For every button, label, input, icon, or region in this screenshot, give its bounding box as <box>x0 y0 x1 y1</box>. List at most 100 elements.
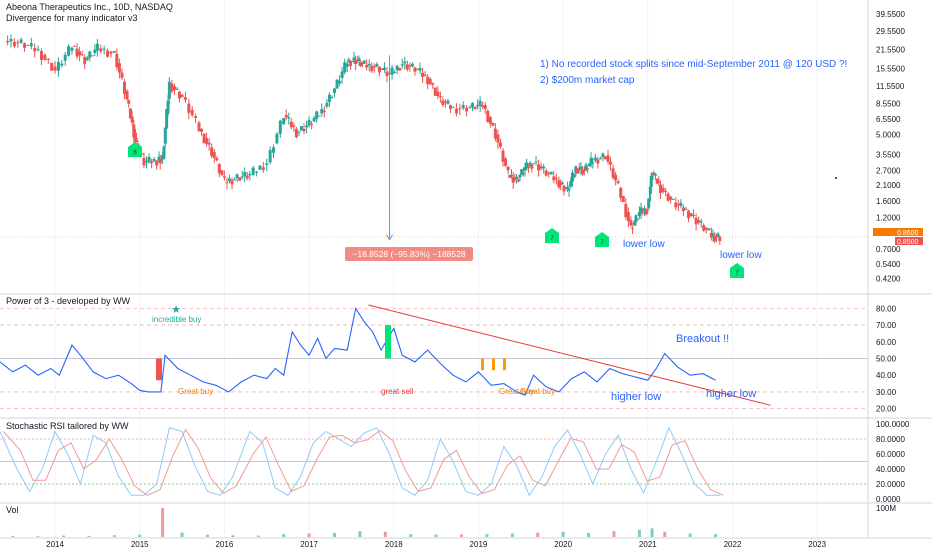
volume-bar <box>612 531 616 537</box>
power-y-tick: 80.00 <box>876 304 897 313</box>
candle-body <box>400 64 404 66</box>
measure-label: −18.8528 (−95.83%) −188528 <box>352 249 465 259</box>
label-great-buy: Great buy <box>178 387 213 396</box>
volume-bar <box>161 507 165 537</box>
volume-bar <box>561 531 565 537</box>
candle-body <box>659 184 663 193</box>
candle-body <box>251 167 255 175</box>
candle-body <box>305 125 309 128</box>
candle-body <box>99 48 103 52</box>
candle-body <box>650 175 654 180</box>
signal-marker <box>730 263 744 278</box>
candle-body <box>320 109 324 114</box>
main-y-tick: 0.4200 <box>876 275 901 284</box>
power-y-tick: 60.00 <box>876 338 897 347</box>
candle-body <box>421 72 425 77</box>
power-highlight-orange <box>481 358 484 371</box>
candle-body <box>120 72 124 78</box>
candle-body <box>570 172 574 182</box>
label-lower-low-2: lower low <box>720 250 762 261</box>
main-y-tick: 8.5500 <box>876 99 901 108</box>
candle-body <box>238 177 242 181</box>
candle-body <box>294 128 298 138</box>
candle-body <box>147 156 151 162</box>
candle-body <box>395 65 399 71</box>
candle-body <box>609 161 613 165</box>
candle-body <box>408 65 412 67</box>
candle-body <box>162 146 166 159</box>
candle-body <box>410 63 414 67</box>
candle-body <box>589 157 593 165</box>
candle-body <box>135 140 139 143</box>
candle-body <box>557 180 561 188</box>
candle-body <box>106 50 110 57</box>
stoch-y-tick: 0.0000 <box>876 495 901 504</box>
candle-body <box>307 120 311 126</box>
candle-body <box>637 211 641 216</box>
candle-body <box>632 222 636 226</box>
candle-body <box>130 116 134 123</box>
candle-body <box>534 161 538 163</box>
candle-body <box>175 88 179 90</box>
candle-body <box>73 45 77 47</box>
candle-body <box>511 176 515 183</box>
candle-body <box>6 40 10 43</box>
candle-body <box>461 104 465 109</box>
main-y-tick: 29.5500 <box>876 27 905 36</box>
x-tick: 2022 <box>724 540 742 549</box>
candle-body <box>299 126 303 131</box>
dot-mark <box>835 177 837 179</box>
measure-arrow-head <box>386 234 393 241</box>
price-tag-prefix <box>873 228 897 236</box>
candle-body <box>292 125 296 127</box>
candle-body <box>520 169 524 176</box>
candle-body <box>676 204 680 206</box>
candle-body <box>347 59 351 62</box>
stoch-d-line <box>3 428 724 496</box>
candle-body <box>465 107 469 112</box>
candle-body <box>564 187 568 190</box>
candle-body <box>167 81 171 99</box>
main-y-tick: 11.5500 <box>876 82 905 91</box>
candle-body <box>666 193 670 201</box>
candle-body <box>102 48 106 50</box>
candle-body <box>639 207 643 213</box>
candle-body <box>415 68 419 70</box>
candle-body <box>631 228 635 230</box>
candle-body <box>194 116 198 118</box>
candle-body <box>403 61 407 64</box>
candle-body <box>317 115 321 117</box>
stoch-y-tick: 20.0000 <box>876 480 905 489</box>
candle-body <box>33 47 37 52</box>
candle-body <box>23 43 27 48</box>
candle-body <box>649 176 653 187</box>
volume-bar <box>688 533 692 537</box>
candle-body <box>310 123 314 125</box>
candle-body <box>335 79 339 89</box>
volume-bar <box>587 532 591 537</box>
measure-box <box>345 247 473 261</box>
candle-body <box>458 108 462 110</box>
label-breakout: Breakout !! <box>676 333 729 345</box>
candle-body <box>657 181 661 183</box>
candle-body <box>210 147 214 157</box>
volume-bar <box>87 535 91 537</box>
candle-body <box>473 106 477 110</box>
candle-body <box>686 210 690 219</box>
candle-body <box>699 221 703 223</box>
candle-body <box>431 83 435 85</box>
power-trendline <box>368 304 771 406</box>
candle-body <box>152 158 156 162</box>
candle-body <box>642 208 646 212</box>
volume-bar <box>180 532 184 537</box>
candle-body <box>142 157 146 166</box>
candle-body <box>515 176 519 179</box>
candle-body <box>393 72 397 74</box>
candle-body <box>709 232 713 238</box>
candle-body <box>75 48 79 57</box>
volume-bar <box>510 533 514 537</box>
candle-body <box>621 195 625 203</box>
main-y-tick: 39.5500 <box>876 10 905 19</box>
